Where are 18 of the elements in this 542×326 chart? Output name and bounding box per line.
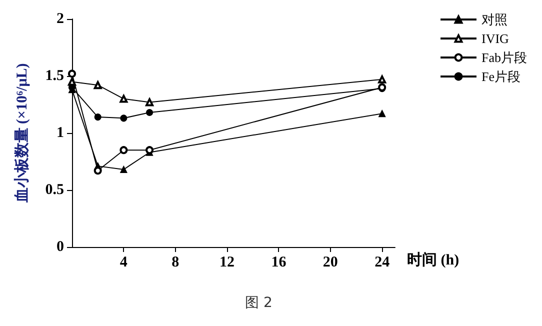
y-tick-label: 1 xyxy=(56,125,64,141)
x-tick-label: 4 xyxy=(120,254,128,270)
y-tick-label: 0.5 xyxy=(45,182,64,198)
x-tick-label: 12 xyxy=(220,254,235,270)
legend-label: Fab片段 xyxy=(482,50,527,65)
legend-label: 对照 xyxy=(482,12,508,27)
caption: 图 2 xyxy=(245,295,272,311)
x-tick-label: 16 xyxy=(271,254,287,270)
x-tick-label: 20 xyxy=(322,254,338,270)
legend-label: IVIG xyxy=(482,31,509,46)
legend-label: Fe片段 xyxy=(482,69,520,84)
x-tick-label: 24 xyxy=(374,254,390,270)
y-tick-label: 0 xyxy=(56,239,64,255)
y-axis-title: 血小板数量 (×10⁶/μL) xyxy=(14,63,30,204)
x-tick-label: 8 xyxy=(172,254,180,270)
y-tick-label: 2 xyxy=(56,11,64,27)
y-tick-label: 1.5 xyxy=(45,68,64,84)
x-axis-title: 时间 (h) xyxy=(407,252,460,268)
